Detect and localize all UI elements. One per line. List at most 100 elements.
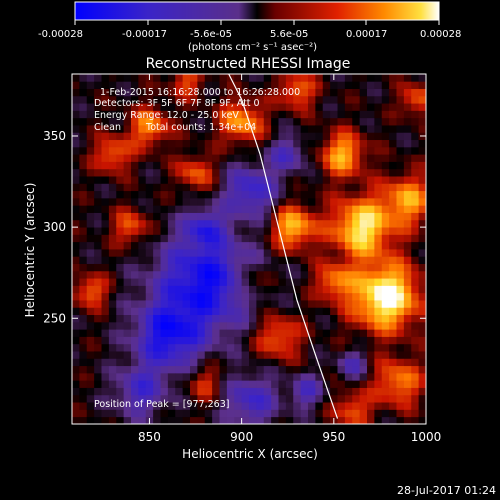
heatmap-cell	[411, 74, 420, 82]
heatmap-cell	[138, 358, 147, 367]
heatmap-cell	[175, 190, 184, 199]
heatmap-cell	[263, 365, 272, 374]
heatmap-cell	[330, 402, 338, 410]
heatmap-cell	[131, 183, 139, 192]
heatmap-cell	[403, 176, 412, 184]
heatmap-cell	[374, 241, 383, 250]
heatmap-cell	[138, 190, 147, 199]
heatmap-cell	[108, 416, 117, 424]
heatmap-cell	[116, 132, 125, 141]
heatmap-cell	[108, 132, 117, 141]
heatmap-cell	[153, 161, 161, 170]
heatmap-cell	[79, 387, 88, 396]
heatmap-cell	[352, 416, 361, 424]
heatmap-cell	[204, 110, 213, 119]
heatmap-cell	[293, 183, 302, 192]
heatmap-cell	[418, 154, 426, 162]
heatmap-cell	[263, 241, 272, 250]
heatmap-cell	[101, 343, 110, 352]
heatmap-cell	[344, 387, 353, 396]
heatmap-cell	[101, 351, 110, 359]
heatmap-cell	[153, 307, 161, 316]
heatmap-cell	[337, 372, 346, 381]
heatmap-cell	[101, 139, 110, 148]
heatmap-cell	[315, 190, 324, 199]
heatmap-cell	[330, 81, 338, 89]
heatmap-cell	[278, 103, 287, 111]
heatmap-cell	[241, 161, 250, 170]
heatmap-cell	[278, 190, 287, 199]
heatmap-cell	[234, 387, 243, 396]
heatmap-cell	[160, 117, 169, 126]
heatmap-cell	[234, 307, 243, 316]
heatmap-cell	[403, 183, 412, 192]
heatmap-cell	[241, 81, 250, 89]
heatmap-cell	[204, 402, 213, 410]
heatmap-cell	[145, 95, 154, 104]
heatmap-cell	[131, 314, 139, 323]
heatmap-cell	[123, 321, 132, 330]
heatmap-cell	[101, 278, 110, 286]
heatmap-cell	[160, 285, 169, 294]
heatmap-cell	[190, 380, 198, 388]
heatmap-cell	[330, 263, 338, 272]
heatmap-cell	[138, 249, 147, 257]
heatmap-cell	[219, 212, 228, 221]
heatmap-cell	[403, 343, 412, 352]
heatmap-cell	[271, 190, 279, 199]
heatmap-cell	[367, 81, 375, 89]
heatmap-cell	[72, 329, 80, 337]
heatmap-cell	[278, 241, 287, 250]
heatmap-cell	[86, 74, 95, 82]
heatmap-cell	[212, 365, 220, 374]
heatmap-cell	[352, 154, 361, 162]
heatmap-cell	[344, 81, 353, 89]
heatmap-cell	[403, 300, 412, 308]
heatmap-cell	[403, 365, 412, 374]
heatmap-cell	[263, 139, 272, 148]
heatmap-cell	[123, 154, 132, 162]
heatmap-cell	[249, 219, 257, 228]
heatmap-cell	[381, 307, 390, 316]
heatmap-cell	[197, 154, 206, 162]
heatmap-cell	[330, 372, 338, 381]
heatmap-cell	[153, 219, 161, 228]
heatmap-cell	[167, 227, 176, 235]
heatmap-cell	[344, 88, 353, 97]
heatmap-cell	[131, 402, 139, 410]
heatmap-cell	[204, 365, 213, 374]
heatmap-cell	[256, 409, 265, 418]
heatmap-cell	[212, 132, 220, 141]
heatmap-cell	[190, 154, 198, 162]
heatmap-cell	[308, 227, 316, 235]
heatmap-cell	[308, 154, 316, 162]
heatmap-cell	[72, 416, 80, 424]
heatmap-cell	[145, 285, 154, 294]
heatmap-cell	[344, 74, 353, 82]
x-tick-label: 850	[138, 430, 161, 444]
heatmap-cell	[396, 241, 405, 250]
heatmap-cell	[182, 249, 191, 257]
heatmap-cell	[374, 343, 383, 352]
heatmap-cell	[145, 227, 154, 235]
heatmap-cell	[101, 125, 110, 133]
heatmap-cell	[138, 402, 147, 410]
heatmap-cell	[116, 161, 125, 170]
heatmap-cell	[359, 249, 368, 257]
heatmap-cell	[234, 219, 243, 228]
heatmap-cell	[182, 307, 191, 316]
heatmap-cell	[271, 74, 279, 82]
heatmap-cell	[145, 132, 154, 141]
heatmap-cell	[101, 394, 110, 403]
heatmap-cell	[293, 125, 302, 133]
heatmap-cell	[145, 300, 154, 308]
heatmap-cell	[72, 110, 80, 119]
heatmap-cell	[197, 81, 206, 89]
heatmap-cell	[123, 74, 132, 82]
heatmap-cell	[94, 409, 102, 418]
heatmap-cell	[86, 263, 95, 272]
heatmap-cell	[182, 103, 191, 111]
heatmap-cell	[381, 270, 390, 279]
heatmap-cell	[182, 234, 191, 243]
heatmap-cell	[241, 125, 250, 133]
